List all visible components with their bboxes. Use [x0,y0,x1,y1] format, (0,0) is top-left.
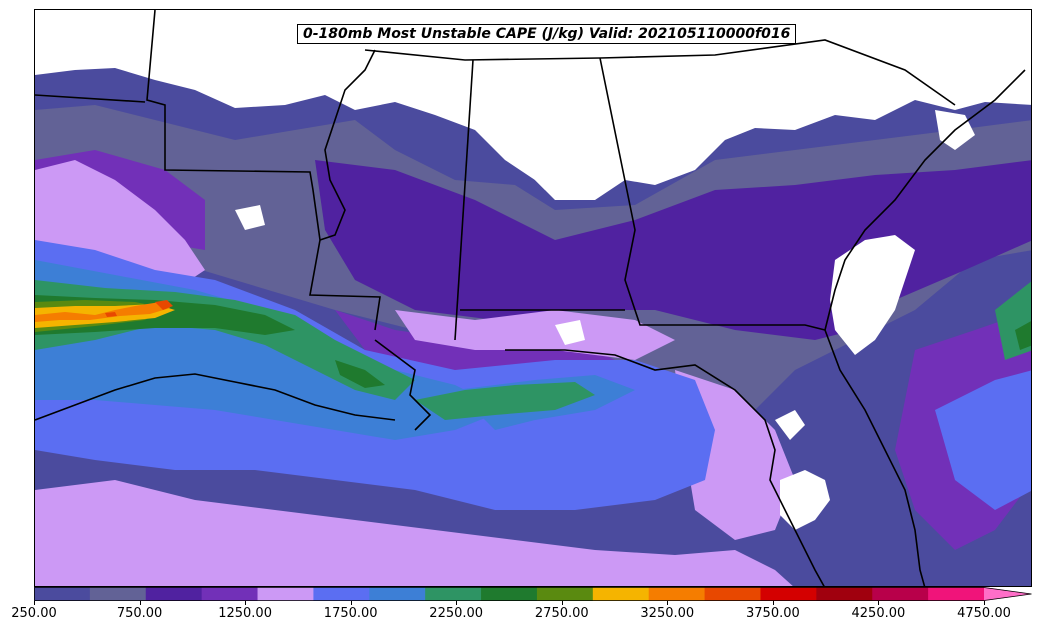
colorbar [34,587,1032,601]
cape-band-3500 [105,300,173,317]
colorbar-tick [139,601,141,605]
colorbar-segment [257,587,314,601]
colorbar-tick [772,601,774,605]
colorbar-segment [704,587,761,601]
colorbar-segment [369,587,426,601]
colorbar-segment [313,587,370,601]
colorbar-segment [481,587,538,601]
cape-band-1500 [35,160,795,586]
colorbar-segment [760,587,817,601]
colorbar-tick [878,601,880,605]
colorbar-tick [350,601,352,605]
colorbar-tick [34,601,35,605]
colorbar-segment [872,587,929,601]
cape-band-2250 [35,280,1031,420]
colorbar-segment [145,587,203,601]
colorbar-segment [592,587,650,601]
colorbar-segment [34,587,91,601]
colorbar-tick [667,601,669,605]
cape-band-1750 [35,240,1031,510]
colorbar-tick-label: 1750.00 [323,606,378,621]
map-panel: 0-180mb Most Unstable CAPE (J/kg) Valid:… [34,9,1032,587]
state-boundaries [35,10,1026,586]
colorbar-segment [89,587,147,601]
colorbar-tick [456,601,458,605]
colorbar-tick-label: 3750.00 [746,606,800,621]
colorbar-segment [201,587,259,601]
cape-map [35,10,1031,586]
no-cape-region-alabama [525,130,635,190]
colorbar-tick [984,601,985,605]
colorbar-tick [561,601,563,605]
colorbar-tick-label: 2750.00 [534,606,589,621]
colorbar-outline [34,587,1032,601]
no-cape-region-north [35,10,1031,200]
colorbar-tick-label: 1250.00 [218,606,272,621]
colorbar-tick-label: 4250.00 [851,606,906,621]
colorbar-segment [536,587,594,601]
colorbar-segment [425,587,482,601]
colorbar-tick-label: 750.00 [116,606,163,621]
colorbar-segment [928,587,985,601]
colorbar-tick-label: 4750.00 [957,606,1011,621]
colorbar-extend-arrow [984,587,1032,601]
cape-band-3250 [35,302,170,322]
no-cape-region-georgia [830,235,915,355]
map-title: 0-180mb Most Unstable CAPE (J/kg) Valid:… [297,24,797,44]
colorbar-tick-label: 3250.00 [640,606,695,621]
colorbar-tick-label: 2250.00 [429,606,484,621]
no-cape-region-florida [775,410,830,530]
colorbar-segment [816,587,873,601]
colorbar-tick-label: 250.00 [11,606,57,621]
colorbar-tick [245,601,247,605]
colorbar-segment [648,587,706,601]
